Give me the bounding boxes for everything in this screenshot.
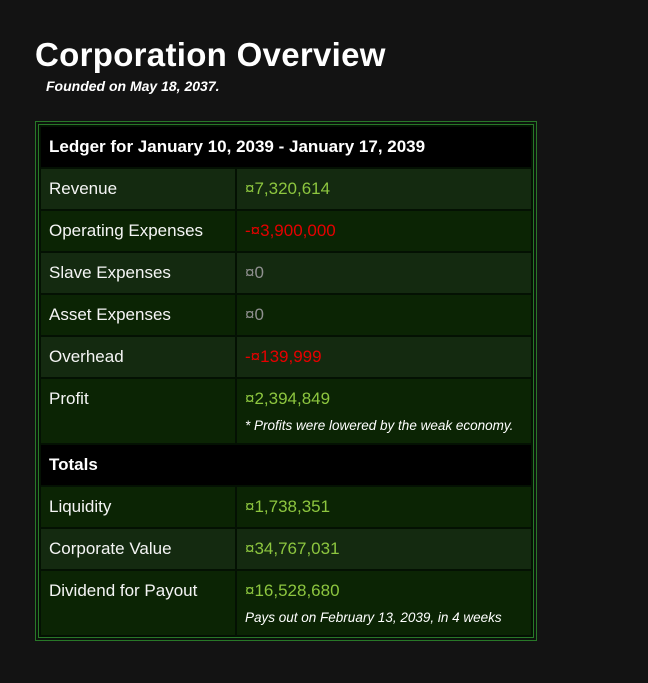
row-value-cell: ¤2,394,849 * Profits were lowered by the… — [237, 379, 531, 443]
row-label: Corporate Value — [41, 529, 235, 569]
ledger-table: Ledger for January 10, 2039 - January 17… — [38, 124, 534, 638]
table-row-corporate-value: Corporate Value ¤34,767,031 — [41, 529, 531, 569]
row-label: Dividend for Payout — [41, 571, 235, 635]
table-row-overhead: Overhead -¤139,999 — [41, 337, 531, 377]
table-row-revenue: Revenue ¤7,320,614 — [41, 169, 531, 209]
totals-header-row: Totals — [41, 445, 531, 485]
founded-date: Founded on May 18, 2037. — [46, 78, 220, 94]
row-label: Profit — [41, 379, 235, 443]
ledger-table-container: Ledger for January 10, 2039 - January 17… — [35, 121, 537, 641]
row-value: -¤139,999 — [237, 337, 531, 377]
profit-footnote: * Profits were lowered by the weak econo… — [245, 418, 514, 433]
row-value: ¤1,738,351 — [237, 487, 531, 527]
row-value-cell: ¤16,528,680 Pays out on February 13, 203… — [237, 571, 531, 635]
totals-section-header: Totals — [41, 445, 531, 485]
row-label: Asset Expenses — [41, 295, 235, 335]
row-label: Slave Expenses — [41, 253, 235, 293]
row-label: Liquidity — [41, 487, 235, 527]
table-row-operating-expenses: Operating Expenses -¤3,900,000 — [41, 211, 531, 251]
row-value: ¤0 — [237, 253, 531, 293]
table-row-liquidity: Liquidity ¤1,738,351 — [41, 487, 531, 527]
row-label: Overhead — [41, 337, 235, 377]
table-row-profit: Profit ¤2,394,849 * Profits were lowered… — [41, 379, 531, 443]
ledger-header-row: Ledger for January 10, 2039 - January 17… — [41, 127, 531, 167]
corporation-overview-page: Corporation Overview Founded on May 18, … — [0, 36, 648, 683]
table-row-dividend-for-payout: Dividend for Payout ¤16,528,680 Pays out… — [41, 571, 531, 635]
page-title: Corporation Overview — [35, 36, 386, 73]
ledger-section-header: Ledger for January 10, 2039 - January 17… — [41, 127, 531, 167]
row-value: ¤0 — [237, 295, 531, 335]
row-label: Revenue — [41, 169, 235, 209]
table-row-slave-expenses: Slave Expenses ¤0 — [41, 253, 531, 293]
row-value: ¤16,528,680 — [245, 581, 340, 600]
table-row-asset-expenses: Asset Expenses ¤0 — [41, 295, 531, 335]
payout-footnote: Pays out on February 13, 2039, in 4 week… — [245, 610, 502, 625]
row-value: ¤7,320,614 — [237, 169, 531, 209]
row-value: -¤3,900,000 — [237, 211, 531, 251]
row-value: ¤2,394,849 — [245, 389, 331, 408]
row-label: Operating Expenses — [41, 211, 235, 251]
row-value: ¤34,767,031 — [237, 529, 531, 569]
